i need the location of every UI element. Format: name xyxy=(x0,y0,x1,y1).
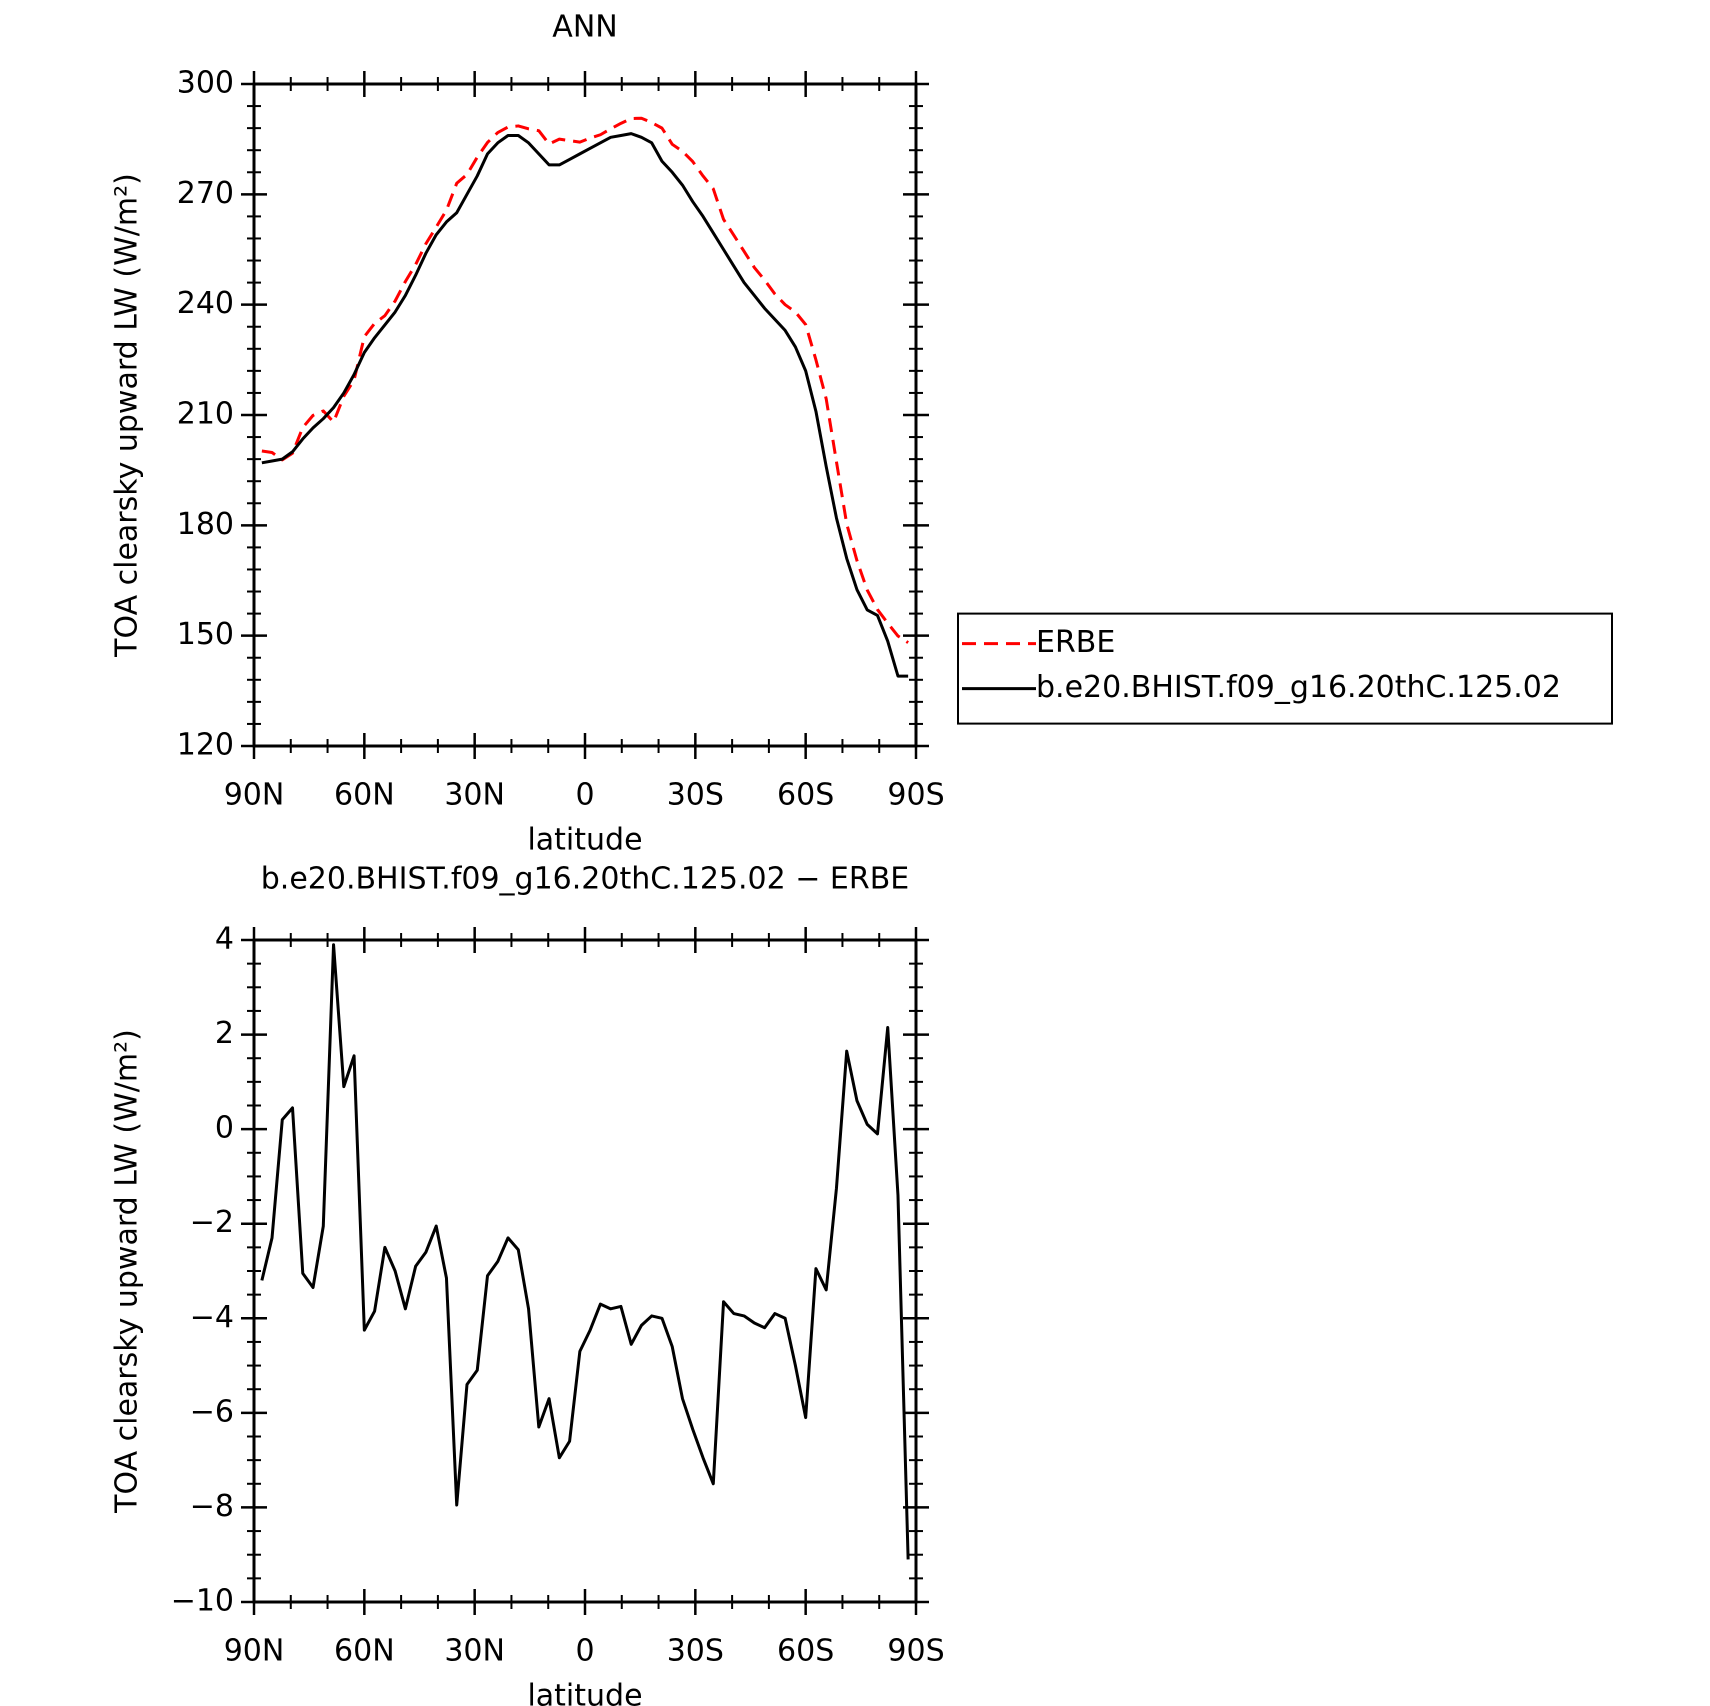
plot-frame xyxy=(252,82,918,748)
x-tick-label: 0 xyxy=(575,1634,594,1669)
y-tick-label: 4 xyxy=(215,922,234,957)
x-axis-label: latitude xyxy=(527,823,642,858)
y-tick-label: 210 xyxy=(177,397,234,432)
legend-box xyxy=(957,612,1613,725)
y-tick-label: −2 xyxy=(190,1205,234,1240)
line-series xyxy=(261,132,909,678)
line-series xyxy=(261,116,909,644)
x-tick-label: 30S xyxy=(667,778,724,813)
y-tick-label: 2 xyxy=(215,1016,234,1051)
y-axis-label: TOA clearsky upward LW (W/m²) xyxy=(110,173,145,658)
legend-label: ERBE xyxy=(1036,625,1115,660)
y-tick-label: 120 xyxy=(177,728,234,763)
y-tick-label: −8 xyxy=(190,1489,234,1524)
x-tick-label: 30N xyxy=(444,778,505,813)
x-tick-label: 90N xyxy=(224,778,285,813)
chart-title: b.e20.BHIST.f09_g16.20thC.125.02 − ERBE xyxy=(261,862,910,897)
y-tick-label: 0 xyxy=(215,1111,234,1146)
line-series xyxy=(260,943,910,1560)
x-tick-label: 60N xyxy=(334,1634,395,1669)
y-axis-label: TOA clearsky upward LW (W/m²) xyxy=(110,1029,145,1514)
y-tick-label: 270 xyxy=(177,176,234,211)
x-tick-label: 60S xyxy=(777,1634,834,1669)
x-tick-label: 60S xyxy=(777,778,834,813)
plot-frame xyxy=(252,938,918,1604)
y-tick-label: −6 xyxy=(190,1394,234,1429)
x-tick-label: 30N xyxy=(444,1634,505,1669)
y-tick-label: 300 xyxy=(177,66,234,101)
chart-title: ANN xyxy=(552,10,617,45)
y-tick-label: −4 xyxy=(190,1300,234,1335)
x-tick-label: 90S xyxy=(887,1634,944,1669)
y-tick-label: 150 xyxy=(177,617,234,652)
y-tick-label: 180 xyxy=(177,507,234,542)
y-tick-label: −10 xyxy=(171,1584,234,1619)
x-axis-label: latitude xyxy=(527,1679,642,1706)
y-tick-label: 240 xyxy=(177,286,234,321)
legend-label: b.e20.BHIST.f09_g16.20thC.125.02 xyxy=(1036,670,1561,705)
x-tick-label: 30S xyxy=(667,1634,724,1669)
x-tick-label: 90N xyxy=(224,1634,285,1669)
x-tick-label: 60N xyxy=(334,778,395,813)
x-tick-label: 0 xyxy=(575,778,594,813)
x-tick-label: 90S xyxy=(887,778,944,813)
